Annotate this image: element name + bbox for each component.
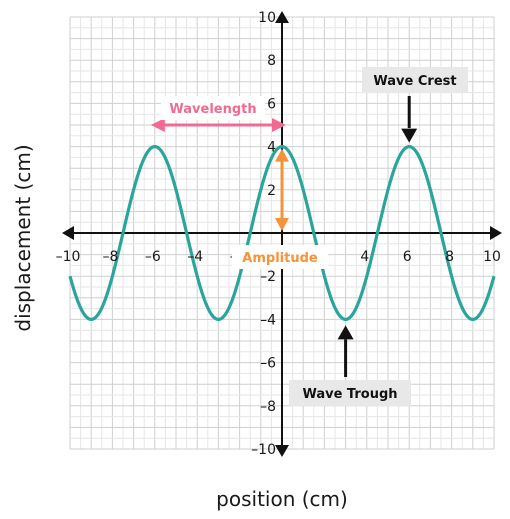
x-axis-title: position (cm) — [216, 487, 348, 511]
tick-labels: –10–8–6–4–246810108642–2–4–6–8–10 — [56, 10, 501, 458]
amplitude-label: Amplitude — [242, 251, 318, 266]
x-tick-label: 8 — [445, 249, 454, 265]
x-tick-label: –6 — [145, 249, 161, 265]
crest-arrowhead — [401, 128, 418, 143]
wave-curve — [68, 145, 496, 321]
y-axis-title: displacement (cm) — [11, 144, 35, 331]
y-tick-label: –6 — [260, 356, 276, 372]
wavelength-label: Wavelength — [169, 102, 256, 117]
amplitude-arrowhead-bottom — [275, 218, 289, 231]
trough-arrowhead — [337, 325, 354, 340]
x-tick-label: 4 — [360, 249, 369, 265]
x-tick-label: –8 — [102, 249, 118, 265]
y-tick-label: 2 — [267, 183, 276, 199]
y-tick-label: 10 — [258, 10, 276, 26]
wavelength-arrowhead-right — [272, 118, 286, 132]
wavelength-label-bg — [161, 96, 265, 120]
x-tick-label: 10 — [483, 249, 501, 265]
x-tick-label: 6 — [403, 249, 412, 265]
y-tick-label: 6 — [267, 96, 276, 112]
wavelength-arrowhead-left — [150, 118, 165, 132]
x-tick-label: –10 — [56, 249, 81, 265]
y-tick-label: 4 — [267, 140, 276, 156]
x-axis-arrow-right — [490, 226, 502, 240]
y-axis-arrow-up — [275, 11, 289, 23]
series-group — [68, 145, 496, 321]
trough-label: Wave Trough — [302, 387, 397, 402]
annotations: Wavelength Amplitude Wave Crest Wave Trough — [150, 67, 468, 406]
crest-label: Wave Crest — [373, 74, 456, 89]
axes — [62, 11, 502, 457]
x-axis-arrow-left — [62, 226, 74, 240]
y-axis-arrow-down — [275, 445, 289, 457]
y-tick-label: 8 — [267, 53, 276, 69]
y-tick-label: –4 — [260, 312, 276, 328]
crest-label-bg — [362, 67, 468, 93]
y-tick-label: –8 — [260, 399, 276, 415]
amplitude-arrowhead-top — [275, 148, 289, 162]
amplitude-label-bg — [232, 245, 328, 269]
trough-label-bg — [289, 380, 411, 406]
x-tick-label: –4 — [187, 249, 203, 265]
y-tick-label: –10 — [251, 442, 276, 458]
y-tick-label: –2 — [260, 269, 276, 285]
